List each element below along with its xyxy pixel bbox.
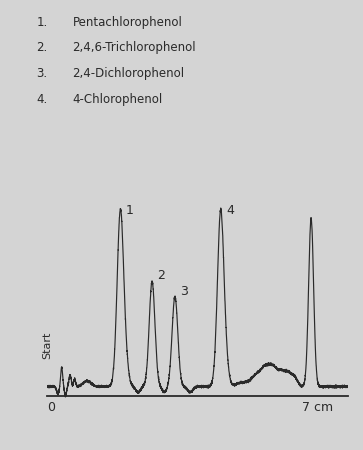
Text: 1: 1 <box>126 204 134 217</box>
Text: 4: 4 <box>226 204 234 217</box>
Text: 1.: 1. <box>36 16 48 29</box>
Text: 3.: 3. <box>36 67 48 80</box>
Text: 4.: 4. <box>36 93 48 106</box>
Text: 4-Chlorophenol: 4-Chlorophenol <box>73 93 163 106</box>
Text: 2,4-Dichlorophenol: 2,4-Dichlorophenol <box>73 67 185 80</box>
Text: 2.: 2. <box>36 41 48 54</box>
Text: 3: 3 <box>180 285 188 298</box>
Text: Pentachlorophenol: Pentachlorophenol <box>73 16 183 29</box>
Text: Start: Start <box>42 332 52 359</box>
Text: 2,4,6-Trichlorophenol: 2,4,6-Trichlorophenol <box>73 41 196 54</box>
Text: 2: 2 <box>158 270 165 283</box>
